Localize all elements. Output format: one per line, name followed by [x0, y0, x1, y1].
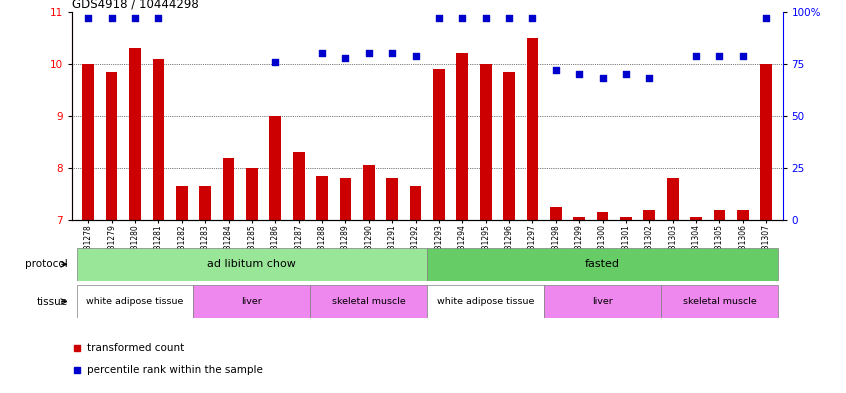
Bar: [387, 178, 398, 220]
Text: percentile rank within the sample: percentile rank within the sample: [86, 365, 262, 375]
Text: white adipose tissue: white adipose tissue: [437, 297, 535, 306]
Bar: [574, 217, 585, 220]
Bar: [310, 285, 427, 318]
Bar: [620, 217, 632, 220]
Point: [549, 67, 563, 73]
Text: transformed count: transformed count: [86, 343, 184, 353]
Point: [151, 15, 165, 21]
Bar: [737, 210, 749, 220]
Point: [362, 50, 376, 57]
Bar: [222, 158, 234, 220]
Bar: [427, 248, 777, 281]
Bar: [246, 168, 258, 220]
Point: [619, 71, 633, 77]
Bar: [544, 285, 661, 318]
Bar: [363, 165, 375, 220]
Bar: [77, 285, 194, 318]
Point: [479, 15, 492, 21]
Bar: [503, 72, 515, 220]
Point: [386, 50, 399, 57]
Text: protocol: protocol: [25, 259, 68, 269]
Bar: [667, 178, 678, 220]
Bar: [433, 69, 445, 220]
Bar: [339, 178, 351, 220]
Point: [268, 59, 282, 65]
Bar: [293, 152, 305, 220]
Text: liver: liver: [241, 297, 262, 306]
Point: [432, 15, 446, 21]
Point: [596, 75, 609, 82]
Bar: [427, 285, 544, 318]
Text: fasted: fasted: [585, 259, 620, 269]
Text: tissue: tissue: [36, 297, 68, 307]
Bar: [77, 248, 427, 281]
Point: [81, 15, 95, 21]
Point: [689, 52, 703, 59]
Text: skeletal muscle: skeletal muscle: [683, 297, 756, 306]
Point: [503, 15, 516, 21]
Text: liver: liver: [592, 297, 613, 306]
Bar: [409, 186, 421, 220]
Point: [643, 75, 656, 82]
Bar: [316, 176, 328, 220]
Point: [712, 52, 726, 59]
Point: [105, 15, 118, 21]
Bar: [526, 38, 538, 220]
Bar: [200, 186, 211, 220]
Text: GDS4918 / 10444298: GDS4918 / 10444298: [72, 0, 199, 11]
Bar: [457, 53, 468, 220]
Bar: [761, 64, 772, 220]
Bar: [550, 207, 562, 220]
Bar: [596, 212, 608, 220]
Point: [525, 15, 539, 21]
Bar: [194, 285, 310, 318]
Bar: [661, 285, 777, 318]
Bar: [176, 186, 188, 220]
Bar: [480, 64, 492, 220]
Bar: [152, 59, 164, 220]
Point: [455, 15, 469, 21]
Point: [316, 50, 329, 57]
Point: [129, 15, 142, 21]
Point: [409, 52, 422, 59]
Bar: [690, 217, 702, 220]
Bar: [106, 72, 118, 220]
Text: skeletal muscle: skeletal muscle: [332, 297, 406, 306]
Bar: [713, 210, 725, 220]
Point: [736, 52, 750, 59]
Point: [760, 15, 773, 21]
Bar: [269, 116, 281, 220]
Text: ad libitum chow: ad libitum chow: [207, 259, 296, 269]
Point: [573, 71, 586, 77]
Bar: [644, 210, 655, 220]
Bar: [129, 48, 141, 220]
Bar: [82, 64, 94, 220]
Point: [338, 55, 352, 61]
Text: white adipose tissue: white adipose tissue: [86, 297, 184, 306]
